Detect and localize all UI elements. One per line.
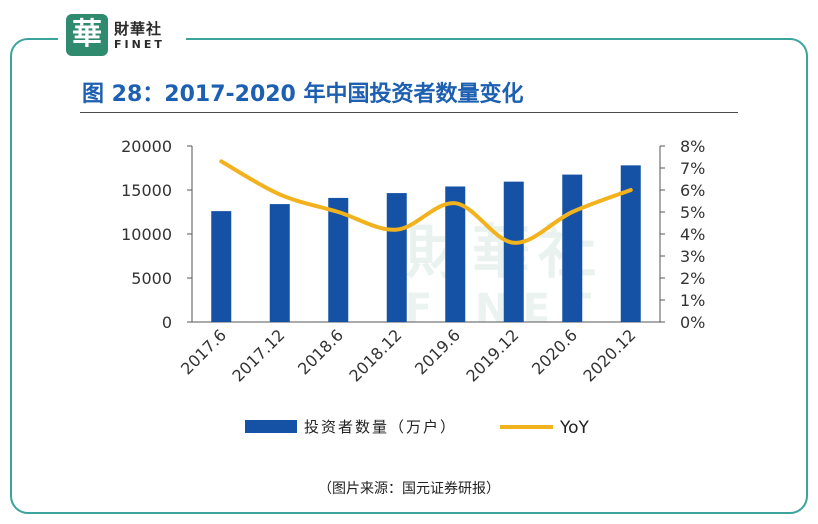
legend-label-bar: 投资者数量（万户） — [304, 418, 457, 436]
logo-cn-text: 財華社 — [114, 20, 163, 38]
line-yoy — [219, 159, 633, 245]
figure-title: 图 28：2017-2020 年中国投资者数量变化 — [82, 82, 524, 107]
legend-swatch-bar — [245, 420, 297, 433]
y-right-tick-label: 2% — [680, 269, 705, 288]
bar-investors — [445, 186, 466, 322]
bar-investors — [562, 174, 583, 322]
x-tick-label: 2018.6 — [294, 325, 347, 378]
title-divider — [80, 112, 738, 113]
y-right-tick-label: 7% — [680, 159, 705, 178]
y-right-tick-label: 4% — [680, 225, 705, 244]
logo-mark-icon: 華 — [66, 14, 108, 56]
x-tick-label: 2019.6 — [411, 325, 464, 378]
bar-investors — [620, 165, 641, 322]
y-right-tick-label: 1% — [680, 291, 705, 310]
y-left-tick-label: 20000 — [121, 137, 172, 156]
y-left-tick-label: 5000 — [131, 269, 172, 288]
bar-investors — [503, 181, 524, 322]
y-left-tick-label: 15000 — [121, 181, 172, 200]
y-right-tick-label: 6% — [680, 181, 705, 200]
y-left-tick-label: 10000 — [121, 225, 172, 244]
x-tick-label: 2018.12 — [345, 325, 405, 385]
y-right-tick-label: 8% — [680, 137, 705, 156]
finet-logo: 華 財華社 FINET — [58, 12, 186, 60]
y-right-tick-label: 3% — [680, 247, 705, 266]
y-right-tick-label: 0% — [680, 313, 705, 332]
content-frame — [10, 38, 808, 514]
bar-investors — [328, 197, 349, 322]
y-left-tick-label: 0 — [162, 313, 172, 332]
legend-label-line: YoY — [559, 418, 590, 438]
x-tick-label: 2020.6 — [528, 325, 581, 378]
x-tick-label: 2017.6 — [177, 325, 230, 378]
x-tick-label: 2017.12 — [228, 325, 288, 385]
x-tick-label: 2020.12 — [579, 325, 639, 385]
x-tick-label: 2019.12 — [462, 325, 522, 385]
bar-investors — [211, 211, 232, 322]
source-note: （图片来源：国元证券研报） — [318, 481, 500, 497]
bar-investors — [386, 193, 407, 322]
logo-en-text: FINET — [114, 38, 165, 51]
watermark-en: FINET — [405, 286, 605, 332]
bar-investors — [269, 204, 290, 322]
y-right-tick-label: 5% — [680, 203, 705, 222]
